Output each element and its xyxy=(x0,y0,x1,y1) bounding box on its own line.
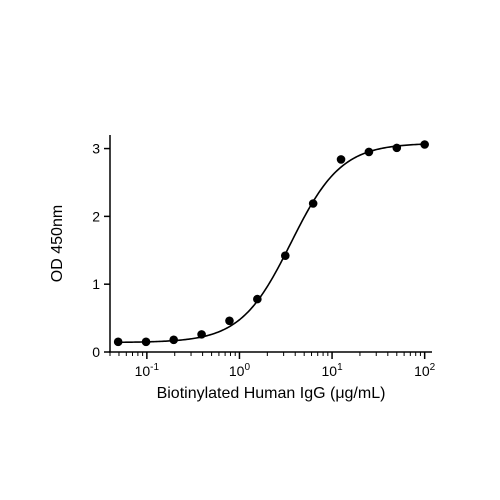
data-point xyxy=(420,140,429,149)
y-tick-labels: 0 1 2 3 xyxy=(92,141,100,360)
data-point xyxy=(141,337,151,347)
x-tick-label: 10-1 xyxy=(135,362,160,379)
data-point xyxy=(113,337,123,347)
fit-curve xyxy=(118,143,425,344)
y-tick-label: 3 xyxy=(92,141,100,157)
y-axis: 0 1 2 3 xyxy=(92,135,111,360)
data-point xyxy=(225,316,234,326)
data-point xyxy=(308,199,318,208)
data-point xyxy=(197,330,206,339)
data-point xyxy=(336,155,346,164)
y-ticks xyxy=(104,147,110,353)
y-tick-label: 1 xyxy=(92,276,100,292)
data-point xyxy=(253,294,262,304)
x-tick-labels: 10-1 100 101 102 xyxy=(135,362,436,379)
x-axis: 10-1 100 101 102 xyxy=(109,351,436,379)
x-tick-label: 102 xyxy=(414,362,436,379)
y-tick-label: 0 xyxy=(92,344,100,360)
data-point xyxy=(169,335,179,345)
x-tick-label: 100 xyxy=(229,362,251,379)
y-axis-label: OD 450nm xyxy=(49,205,66,282)
x-ticks xyxy=(146,352,426,359)
y-tick-label: 2 xyxy=(92,208,100,224)
data-points xyxy=(113,140,429,347)
data-point xyxy=(392,143,402,153)
x-axis-label: Biotinylated Human IgG (μg/mL) xyxy=(157,385,386,402)
data-point xyxy=(280,251,290,261)
data-point xyxy=(364,147,374,157)
x-tick-label: 101 xyxy=(321,362,343,379)
